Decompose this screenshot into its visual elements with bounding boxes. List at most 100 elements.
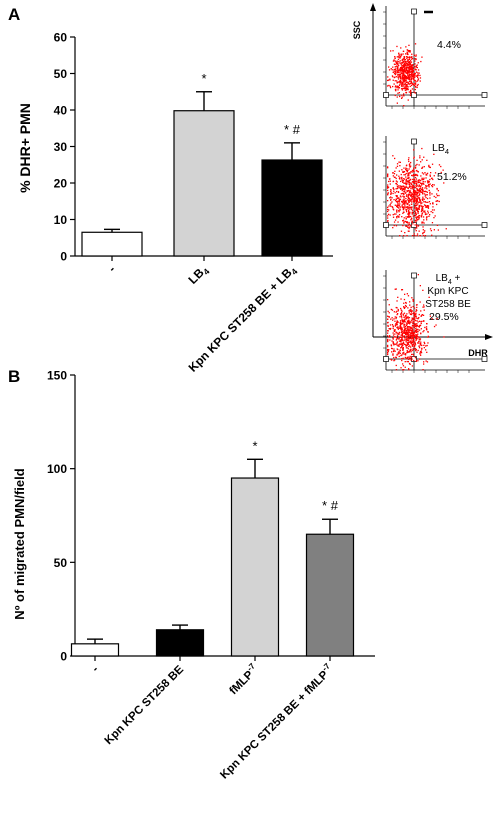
flow-event-dot [428,181,430,183]
flow-event-dot [394,57,396,59]
flow-event-dot [419,201,421,203]
flow-event-dot [411,206,413,208]
flow-event-dot [403,93,405,95]
flow-event-dot [406,323,408,325]
flow-event-dot [417,360,419,362]
flow-event-dot [410,89,412,92]
flow-event-dot [402,353,404,355]
flow-event-dot [398,56,400,58]
flow-event-dot [402,209,405,211]
flow-event-dot [396,62,398,64]
flow-event-dot [407,56,409,58]
flow-event-dot [417,83,419,86]
flow-event-dot [394,350,396,352]
flow-event-dot [418,208,420,210]
flow-event-dot [422,173,425,175]
flow-event-dot [401,176,403,179]
flow-event-dot [413,194,415,197]
flow-event-dot [393,69,395,71]
bars-b: ** # [70,438,355,657]
flow-event-dot [390,202,392,204]
flow-event-dot [406,77,408,79]
flow-event-dot [414,318,416,320]
flow-event-dot [422,229,424,231]
flow-event-dot [409,337,412,339]
flow-event-dot [394,204,396,206]
flow-event-dot [412,200,414,202]
flow-event-dot [387,350,389,352]
flow-event-dot [402,170,404,173]
flow-event-dot [397,76,399,79]
flow-event-dot [405,67,407,69]
flow-event-dot [420,352,423,354]
flow-event-dot [395,317,397,320]
flow-event-dot [408,160,410,163]
flow-event-dot [396,190,398,193]
gate-handle [411,8,417,15]
flow-event-dot [408,179,411,182]
flow-event-dot [396,201,398,203]
flow-event-dot [396,342,398,344]
flow-event-dot [415,201,418,203]
flow-event-dot [416,170,418,172]
flow-event-dot [398,338,400,340]
flow-event-dot [404,88,406,90]
flow-event-dot [410,199,412,201]
flow-event-dot [404,332,406,334]
significance-marker: * [201,71,206,86]
flow-event-dot [431,209,434,211]
flow-event-dot [418,185,420,188]
flow-event-dot [418,207,420,209]
flow-event-dot [412,353,414,355]
flow-event-dot [406,316,408,318]
flow-event-dot [405,182,407,185]
flow-event-dot [409,77,411,79]
flow-event-dot [411,174,413,177]
flow-event-dot [398,205,401,207]
flow-event-dot [422,182,424,184]
y-tick-label: 0 [60,650,67,664]
flow-event-dot [405,64,407,67]
flow-event-dot [395,316,398,318]
flow-event-dot [440,171,442,174]
flow-event-dot [400,342,402,345]
flow-event-dot [415,213,418,215]
flow-event-dot [408,61,411,63]
flow-event-dot [423,193,426,195]
flow-event-dot [403,201,405,203]
flow-event-dot [400,173,402,176]
flow-event-dot [413,341,415,343]
flow-event-dot [409,211,411,213]
flow-event-dot [411,220,413,222]
flow-event-dot [413,193,416,195]
bar [70,643,120,657]
flow-event-dot [401,337,403,339]
flow-event-dot [414,167,417,169]
flow-event-dot [416,75,418,77]
flow-event-dot [412,71,414,73]
flow-event-dot [440,165,442,168]
flow-event-dot [399,66,402,69]
flow-event-dot [405,200,407,202]
flow-event-dot [416,183,418,185]
flow-event-dot [394,170,396,172]
flow-event-dot [407,189,410,192]
flow-event-dot [416,195,418,197]
flow-event-dot [407,169,409,171]
flow-event-dot [390,344,392,346]
flow-event-dot [405,186,407,188]
flow-event-dot [432,211,434,214]
flow-event-dot [415,336,418,338]
flow-event-dot [409,326,411,328]
flow-event-dot [396,323,398,325]
flow-event-dot [415,191,417,193]
flow-event-dot [415,75,417,77]
flow-event-dot [399,60,401,62]
flow-event-dot [431,186,434,188]
flow-event-dot [396,76,398,78]
flow-event-dot [398,207,400,209]
flow-event-dot [414,195,416,197]
flow-event-dot [415,350,417,352]
flow-event-dot [422,232,424,234]
flow-event-dot [400,180,402,183]
